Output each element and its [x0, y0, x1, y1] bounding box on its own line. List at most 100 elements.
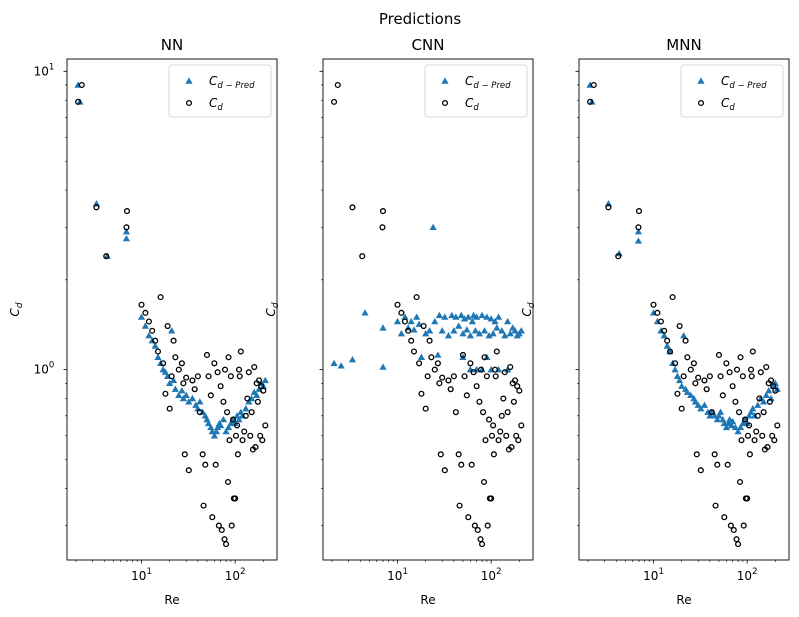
actual-point [199, 451, 206, 458]
pred-point [736, 423, 745, 431]
legend-main: C [209, 96, 218, 110]
tick-base: 10 [481, 569, 496, 583]
actual-point [215, 522, 222, 529]
pred-point [745, 412, 753, 419]
actual-point [203, 351, 211, 358]
actual-point [349, 204, 356, 211]
pred-point [141, 322, 149, 329]
pred-point [504, 317, 512, 325]
actual-point [78, 81, 85, 89]
actual-point [753, 428, 760, 435]
actual-point [394, 301, 401, 308]
actual-point [447, 386, 454, 393]
actual-point [488, 495, 495, 502]
pred-point [722, 423, 730, 431]
x-tick-label: 102 [481, 567, 502, 583]
legend-pred-label: Cd − Pred [721, 74, 767, 91]
pred-point [188, 394, 197, 402]
actual-point [420, 322, 427, 330]
actual-point [142, 309, 149, 316]
actual-point [676, 322, 683, 330]
pred-point [431, 317, 439, 325]
actual-point [262, 422, 269, 429]
actual-point [413, 294, 420, 301]
actual-point [697, 467, 704, 474]
pred-point [168, 327, 176, 334]
actual-point [251, 364, 258, 371]
legend-pred-marker [185, 77, 193, 84]
legend-main: C [465, 96, 474, 110]
actual-point [467, 360, 474, 367]
actual-point [772, 387, 779, 394]
pred-point [217, 421, 225, 429]
pred-point [122, 234, 131, 242]
actual-point [511, 377, 519, 384]
pred-point [691, 398, 699, 405]
actual-point [247, 432, 254, 439]
actual-point [744, 432, 751, 439]
legend-actual-marker [697, 99, 705, 107]
actual-point [712, 502, 719, 509]
actual-point [661, 327, 668, 334]
axes-frame [322, 58, 534, 561]
tick-exponent: 2 [240, 567, 245, 577]
actual-point [138, 301, 145, 308]
pred-point [231, 419, 239, 427]
pred-point [657, 327, 665, 334]
actual-point [428, 354, 435, 361]
actual-point [477, 536, 484, 543]
actual-point [426, 337, 433, 344]
actual-point [490, 451, 497, 458]
pred-point [438, 327, 446, 334]
actual-point [714, 461, 721, 468]
actual-point [754, 412, 761, 419]
actual-point [164, 322, 171, 330]
actual-point [674, 390, 681, 397]
actual-point [605, 204, 612, 211]
actual-point [359, 253, 366, 260]
actual-point [252, 444, 259, 451]
pred-point [452, 313, 460, 320]
pred-point [511, 327, 519, 334]
actual-point [510, 398, 517, 405]
pred-point [407, 317, 415, 325]
actual-point [209, 514, 216, 521]
pred-point [417, 353, 426, 360]
actual-point [508, 444, 515, 451]
pred-point [455, 322, 463, 329]
pred-point [224, 423, 233, 431]
pred-point [493, 324, 501, 331]
actual-point [408, 337, 415, 344]
actual-point [234, 451, 241, 458]
actual-point [145, 318, 152, 325]
data-points [74, 81, 269, 548]
actual-point [401, 318, 408, 325]
actual-point [635, 208, 643, 215]
actual-point [194, 373, 201, 380]
actual-point [212, 461, 219, 468]
legend-pred-label: Cd − Pred [465, 74, 511, 91]
y-tick-label: 100 [34, 361, 55, 377]
pred-point [634, 228, 643, 235]
actual-point [757, 369, 764, 376]
tick-exponent: 2 [496, 567, 501, 577]
pred-point [154, 353, 162, 360]
pred-point [694, 401, 702, 408]
subplot-title: NN [161, 36, 183, 54]
actual-point [664, 337, 671, 344]
actual-point [473, 383, 480, 390]
actual-point [220, 398, 227, 405]
pred-point [501, 332, 509, 339]
actual-point [202, 461, 209, 468]
actual-point [666, 348, 674, 355]
tick-exponent: 1 [49, 62, 54, 72]
actual-point [692, 380, 699, 387]
pred-point [673, 372, 682, 379]
series-cd [75, 81, 269, 548]
actual-point [245, 369, 252, 376]
pred-point [762, 391, 770, 399]
legend-sub: d [217, 103, 223, 113]
actual-point [461, 373, 468, 380]
actual-point [729, 383, 736, 390]
